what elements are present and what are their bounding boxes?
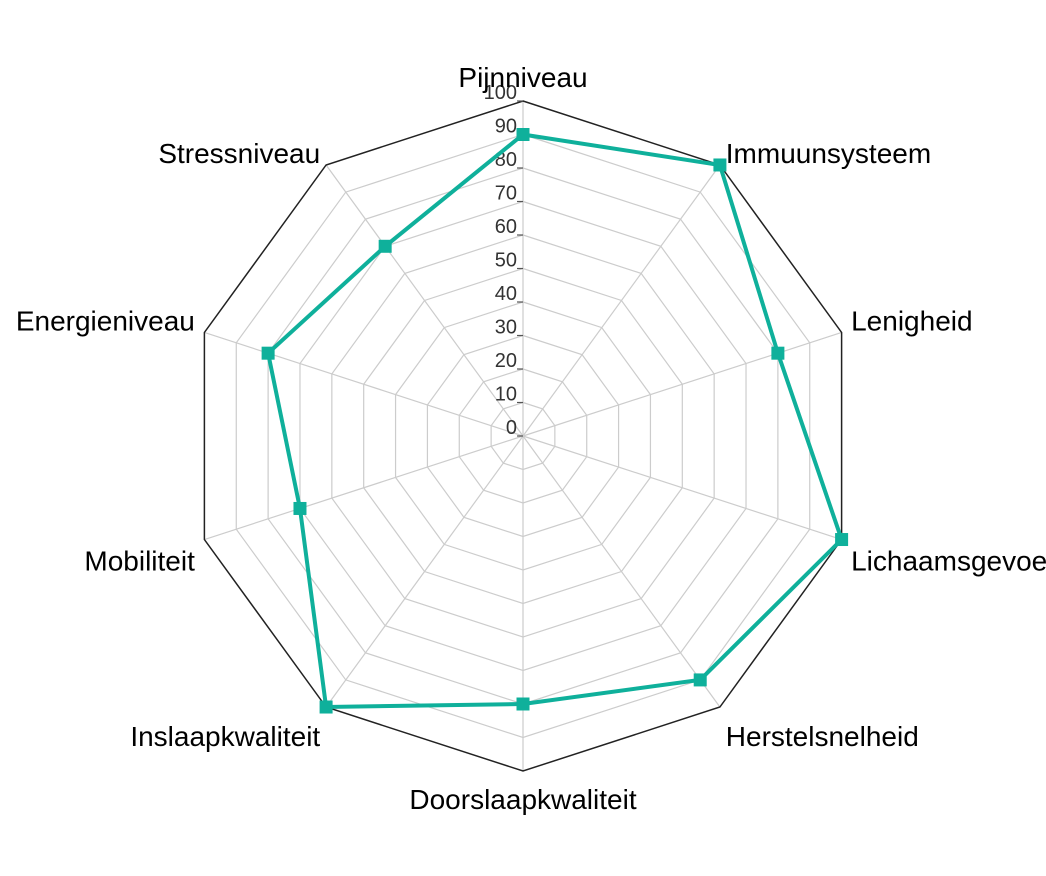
tick-label-90: 90 [495, 116, 517, 138]
axis-label-inslaapkwaliteit: Inslaapkwaliteit [130, 721, 320, 752]
radar-grid [204, 101, 842, 771]
tick-label-70: 70 [495, 183, 517, 205]
outer-frame-polygon [203, 100, 843, 772]
spoke-stressniveau [325, 164, 524, 437]
radar-outer-frame [203, 100, 843, 772]
data-point-immuunsysteem [713, 158, 727, 172]
data-point-herstelsnelheid [693, 673, 707, 687]
axis-label-herstelsnelheid: Herstelsnelheid [726, 721, 919, 752]
data-point-mobiliteit [293, 501, 307, 515]
tick-label-10: 10 [495, 384, 517, 406]
axis-label-doorslaapkwaliteit: Doorslaapkwaliteit [409, 784, 636, 815]
spoke-herstelsnelheid [522, 435, 721, 708]
data-point-lichaamsgevoel [835, 533, 849, 547]
spoke-lichaamsgevoel [522, 435, 842, 541]
series-line-0 [265, 132, 844, 710]
data-point-lenigheid [771, 346, 785, 360]
axis-label-pijnniveau: Pijnniveau [458, 62, 587, 93]
axis-label-lenigheid: Lenigheid [851, 305, 972, 336]
axis-label-stressniveau: Stressniveau [158, 138, 320, 169]
data-point-stressniveau [378, 239, 392, 253]
tick-label-0: 0 [506, 417, 517, 439]
spoke-inslaapkwaliteit [325, 435, 524, 708]
data-point-inslaapkwaliteit [319, 700, 333, 714]
tick-label-20: 20 [495, 350, 517, 372]
data-point-energieniveau [261, 346, 275, 360]
spoke-energieniveau [204, 331, 524, 437]
radar-series [261, 128, 849, 714]
tick-label-40: 40 [495, 283, 517, 305]
axis-label-energieniveau: Energieniveau [16, 305, 195, 336]
axis-label-immuunsysteem: Immuunsysteem [726, 138, 931, 169]
axis-labels: Pijnniveau Immuunsysteem Lenigheid Lichaams… [16, 62, 1046, 815]
tick-label-30: 30 [495, 317, 517, 339]
tick-label-100: 100 [484, 82, 517, 104]
data-point-pijnniveau [516, 128, 530, 141]
spoke-lenigheid [522, 331, 842, 437]
tick-label-50: 50 [495, 250, 517, 272]
tick-label-60: 60 [495, 216, 517, 238]
spoke-immuunsysteem [522, 164, 721, 437]
spoke-mobiliteit [204, 435, 524, 541]
axis-label-lichaamsgevoel: Lichaamsgevoel [851, 545, 1046, 576]
axis-label-mobiliteit: Mobiliteit [84, 545, 195, 576]
data-point-doorslaapkwaliteit [516, 697, 530, 711]
